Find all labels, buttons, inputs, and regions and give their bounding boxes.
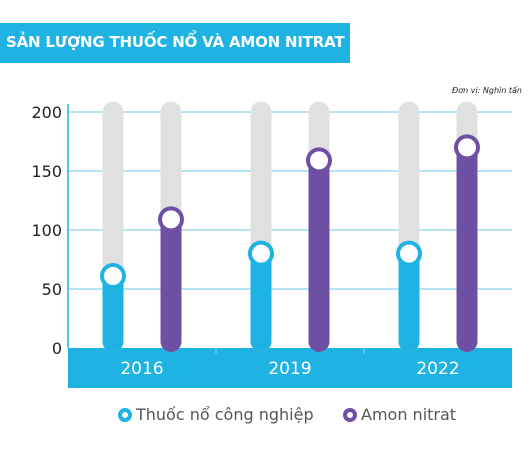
legend-marker-thuoc-no: [118, 407, 132, 422]
point-2019-s0: [248, 240, 274, 267]
point-2016-s0: [100, 263, 126, 290]
y-tick-label-50: 50: [42, 280, 62, 299]
y-tick-label-0: 0: [52, 339, 62, 358]
legend-marker-amon-nitrat: [343, 407, 357, 422]
y-tick-label-150: 150: [31, 162, 62, 181]
x-tick-label-2019: 2019: [268, 359, 311, 379]
title-banner: SẢN LƯỢNG THUỐC NỔ VÀ AMON NITRAT: [0, 23, 350, 63]
point-2022-s1: [454, 134, 480, 161]
x-tick-label-2016: 2016: [120, 359, 163, 379]
legend-item-thuoc-no: Thuốc nổ công nghiệp: [118, 405, 314, 424]
point-2019-s1: [306, 147, 332, 174]
point-2016-s1: [158, 206, 184, 233]
legend-item-amon-nitrat: Amon nitrat: [343, 405, 456, 424]
legend-label-thuoc-no: Thuốc nổ công nghiệp: [136, 405, 314, 424]
x-tick-label-2022: 2022: [416, 359, 459, 379]
y-tick-label-200: 200: [31, 103, 62, 122]
x-axis-band: [68, 348, 512, 388]
point-2022-s0: [396, 240, 422, 267]
y-tick-label-100: 100: [31, 221, 62, 240]
chart-title: SẢN LƯỢNG THUỐC NỔ VÀ AMON NITRAT: [6, 33, 345, 51]
unit-note: Đơn vị: Nghìn tấn: [452, 86, 522, 95]
legend-label-amon-nitrat: Amon nitrat: [361, 405, 457, 424]
legend: Thuốc nổ công nghiệp Amon nitrat: [0, 405, 530, 431]
